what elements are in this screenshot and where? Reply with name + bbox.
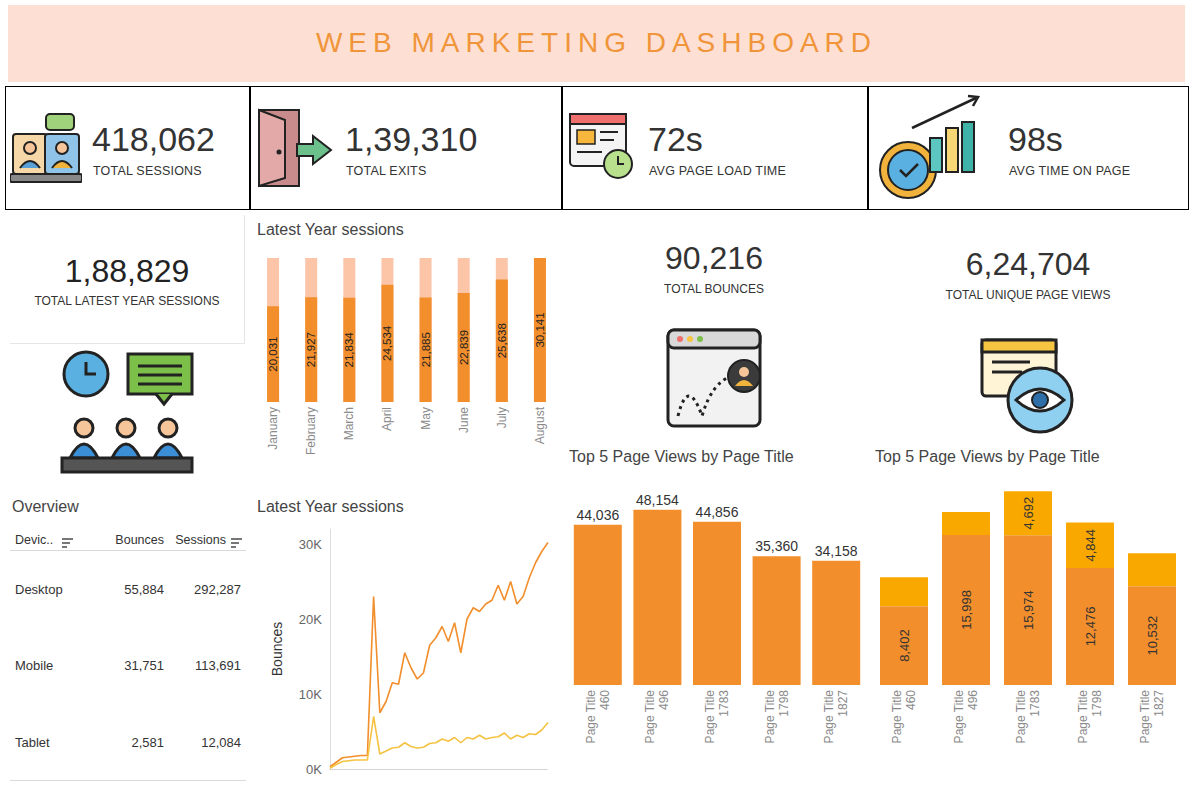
svg-text:1827: 1827 [836, 690, 850, 717]
svg-text:8,402: 8,402 [897, 629, 912, 662]
html-text:Sessions: Sessions [175, 533, 226, 547]
svg-text:460: 460 [904, 690, 918, 710]
html-text:55,884: 55,884 [124, 582, 164, 597]
html-text:2,581: 2,581 [131, 735, 164, 750]
svg-text:20,031: 20,031 [267, 337, 279, 372]
svg-text:Page Title: Page Title [763, 690, 777, 744]
html-text:Mobile: Mobile [15, 658, 54, 673]
svg-text:44,036: 44,036 [576, 507, 619, 523]
svg-text:Page Title: Page Title [952, 690, 966, 744]
svg-text:1798: 1798 [1090, 690, 1104, 717]
svg-text:24,534: 24,534 [381, 325, 393, 361]
html-text:Devic..: Devic.. [15, 533, 54, 547]
svg-text:Page Title: Page Title [584, 690, 598, 744]
html-text:292,287: 292,287 [194, 582, 241, 597]
svg-text:May: May [419, 407, 433, 430]
html-text:Desktop: Desktop [15, 582, 63, 597]
svg-text:June: June [457, 407, 471, 433]
html-text:Tablet: Tablet [15, 735, 50, 750]
html-text:Latest Year sessions: Latest Year sessions [257, 498, 404, 515]
html-text:90,216: 90,216 [665, 240, 763, 276]
svg-text:22,839: 22,839 [458, 330, 470, 365]
svg-text:496: 496 [657, 690, 671, 710]
svg-text:35,360: 35,360 [755, 538, 798, 554]
svg-text:21,885: 21,885 [420, 332, 432, 367]
svg-text:1783: 1783 [717, 690, 731, 717]
svg-text:Page Title: Page Title [822, 690, 836, 744]
html-text:6,24,704: 6,24,704 [965, 246, 1091, 282]
html-text:418,062: 418,062 [92, 120, 215, 158]
svg-text:460: 460 [598, 690, 612, 710]
svg-text:44,856: 44,856 [696, 504, 739, 520]
svg-text:25,638: 25,638 [496, 323, 508, 358]
svg-text:Page Title: Page Title [1138, 690, 1152, 744]
svg-text:January: January [266, 407, 280, 450]
svg-text:Page Title: Page Title [703, 690, 717, 744]
svg-text:July: July [495, 407, 509, 428]
svg-text:48,154: 48,154 [636, 492, 679, 508]
svg-text:Page Title: Page Title [1014, 690, 1028, 744]
svg-text:21,927: 21,927 [305, 332, 317, 367]
svg-text:496: 496 [966, 690, 980, 710]
svg-text:Page Title: Page Title [1076, 690, 1090, 744]
svg-text:February: February [304, 407, 318, 455]
html-text:12,084: 12,084 [201, 735, 241, 750]
html-text:TOTAL LATEST YEAR SESSIONS: TOTAL LATEST YEAR SESSIONS [34, 294, 220, 308]
svg-text:30,141: 30,141 [534, 312, 546, 347]
html-text:72s: 72s [648, 120, 703, 158]
svg-text:Page Title: Page Title [890, 690, 904, 744]
svg-text:30K: 30K [299, 537, 322, 552]
html-text:AVG PAGE LOAD TIME: AVG PAGE LOAD TIME [649, 164, 786, 178]
svg-text:4,692: 4,692 [1021, 497, 1036, 530]
html-text:1,88,829: 1,88,829 [64, 253, 190, 289]
html-text:TOTAL UNIQUE PAGE VIEWS: TOTAL UNIQUE PAGE VIEWS [945, 288, 1111, 302]
html-text:Top 5 Page Views by Page Title: Top 5 Page Views by Page Title [875, 448, 1100, 465]
html-text:Overview: Overview [12, 498, 79, 515]
svg-text:12,476: 12,476 [1083, 607, 1098, 647]
svg-text:August: August [533, 406, 547, 444]
svg-text:0K: 0K [306, 762, 322, 777]
html-text:31,751: 31,751 [124, 658, 164, 673]
html-text:Latest Year sessions: Latest Year sessions [257, 221, 404, 238]
html-text:Bounces: Bounces [115, 533, 164, 547]
svg-text:15,974: 15,974 [1021, 590, 1036, 630]
svg-text:20K: 20K [299, 612, 322, 627]
svg-text:1827: 1827 [1152, 690, 1166, 717]
html-text:TOTAL SESSIONS: TOTAL SESSIONS [93, 164, 202, 178]
svg-text:10K: 10K [299, 687, 322, 702]
html-text:TOTAL BOUNCES: TOTAL BOUNCES [664, 282, 764, 296]
html-text:AVG TIME ON PAGE: AVG TIME ON PAGE [1009, 164, 1131, 178]
html-text:113,691: 113,691 [195, 658, 241, 673]
svg-text:March: March [342, 407, 356, 440]
svg-text:1798: 1798 [777, 690, 791, 717]
html-text:Top 5 Page Views by Page Title: Top 5 Page Views by Page Title [569, 448, 794, 465]
svg-text:34,158: 34,158 [815, 543, 858, 559]
svg-text:Page Title: Page Title [643, 690, 657, 744]
svg-text:10,532: 10,532 [1145, 616, 1160, 656]
html-text:1,39,310: 1,39,310 [345, 120, 478, 158]
svg-text:21,834: 21,834 [343, 332, 355, 368]
svg-text:April: April [380, 407, 394, 431]
svg-text:Bounces: Bounces [269, 622, 285, 676]
svg-text:1783: 1783 [1028, 690, 1042, 717]
html-text:WEB MARKETING DASHBOARD: WEB MARKETING DASHBOARD [315, 27, 878, 58]
svg-text:4,844: 4,844 [1083, 529, 1098, 562]
svg-text:15,998: 15,998 [959, 590, 974, 630]
html-text:TOTAL EXITS: TOTAL EXITS [346, 164, 427, 178]
html-text:98s: 98s [1008, 120, 1063, 158]
